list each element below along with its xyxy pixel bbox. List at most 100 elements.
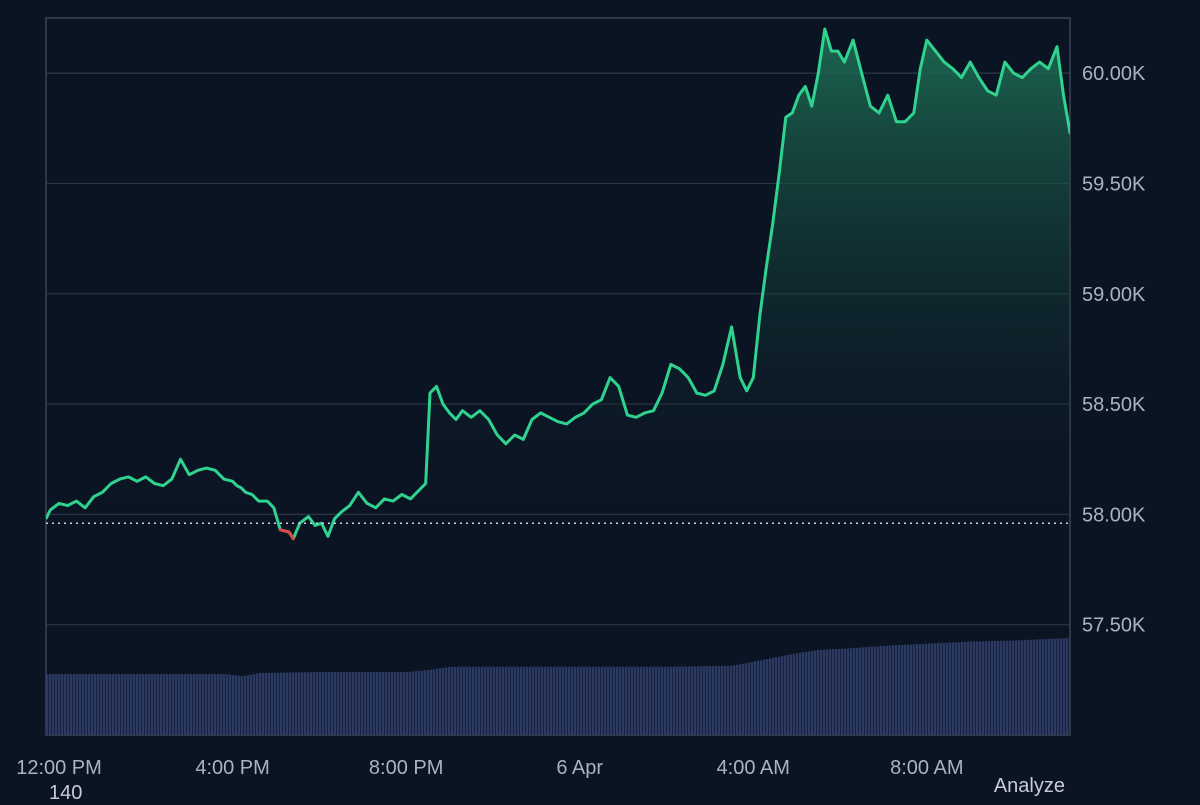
volume-bar-128 (430, 669, 433, 735)
x-tick-label-0: 12:00 PM (16, 757, 102, 779)
volume-bar-268 (850, 648, 853, 735)
volume-bar-311 (979, 641, 982, 735)
volume-bar-328 (1030, 639, 1033, 735)
volume-bar-135 (451, 666, 454, 735)
volume-bar-146 (484, 666, 487, 735)
volume-bar-161 (529, 666, 532, 735)
volume-bar-196 (634, 666, 637, 735)
volume-bar-49 (193, 674, 196, 735)
volume-bar-327 (1027, 639, 1030, 735)
volume-bar-280 (886, 645, 889, 735)
volume-bar-231 (739, 664, 742, 735)
volume-bar-250 (796, 653, 799, 735)
volume-bar-90 (316, 672, 319, 735)
volume-bar-51 (199, 674, 202, 735)
volume-bar-305 (961, 641, 964, 735)
volume-bar-71 (259, 673, 262, 735)
volume-bar-122 (412, 671, 415, 735)
volume-bar-101 (349, 672, 352, 735)
volume-bar-116 (394, 672, 397, 735)
volume-bar-226 (724, 665, 727, 735)
volume-bar-89 (313, 672, 316, 735)
volume-bar-4 (58, 674, 61, 735)
volume-bar-254 (808, 651, 811, 735)
volume-bar-224 (718, 665, 721, 735)
volume-bar-174 (568, 666, 571, 735)
volume-bar-143 (475, 666, 478, 735)
volume-bar-303 (955, 642, 958, 735)
volume-bar-191 (619, 666, 622, 735)
volume-bar-11 (79, 674, 82, 735)
volume-bar-20 (106, 674, 109, 735)
volume-bar-158 (520, 666, 523, 735)
volume-bar-321 (1009, 640, 1012, 735)
volume-bar-19 (103, 674, 106, 735)
volume-bar-153 (505, 666, 508, 735)
volume-bar-67 (247, 675, 250, 735)
volume-bar-215 (691, 666, 694, 735)
volume-bar-272 (862, 647, 865, 735)
volume-bar-130 (436, 668, 439, 735)
volume-bar-123 (415, 671, 418, 735)
volume-bar-245 (781, 656, 784, 735)
volume-bar-329 (1033, 639, 1036, 735)
volume-bar-65 (241, 676, 244, 735)
volume-bar-233 (745, 663, 748, 735)
volume-bar-274 (868, 646, 871, 735)
volume-bar-24 (118, 674, 121, 735)
x-tick-label-3: 6 Apr (556, 757, 603, 779)
volume-bar-36 (154, 674, 157, 735)
volume-bar-318 (1000, 640, 1003, 735)
volume-bar-234 (748, 662, 751, 735)
volume-bar-134 (448, 666, 451, 735)
volume-bar-298 (940, 643, 943, 735)
volume-bar-316 (994, 640, 997, 735)
x-tick-label-4: 4:00 AM (717, 757, 790, 779)
volume-bar-115 (391, 672, 394, 735)
volume-bar-267 (847, 648, 850, 735)
analyze-link[interactable]: Analyze (993, 775, 1065, 797)
volume-bar-127 (427, 669, 430, 735)
volume-bar-6 (64, 674, 67, 735)
volume-bar-157 (517, 666, 520, 735)
volume-bar-167 (547, 666, 550, 735)
volume-bar-133 (445, 667, 448, 735)
volume-bar-57 (217, 674, 220, 735)
volume-bar-279 (883, 645, 886, 735)
volume-bar-179 (583, 666, 586, 735)
volume-bar-147 (487, 666, 490, 735)
volume-bar-39 (163, 674, 166, 735)
volume-bar-61 (229, 674, 232, 735)
volume-bar-243 (775, 657, 778, 735)
volume-bar-282 (892, 645, 895, 735)
volume-bar-18 (100, 674, 103, 735)
volume-bar-99 (343, 672, 346, 735)
volume-bar-156 (514, 666, 517, 735)
volume-bar-138 (460, 666, 463, 735)
volume-bar-107 (367, 672, 370, 735)
volume-bar-9 (73, 674, 76, 735)
price-series-line (46, 27, 1070, 541)
price-area (46, 29, 1070, 539)
volume-bar-44 (178, 674, 181, 735)
volume-bar-269 (853, 647, 856, 735)
volume-bar-221 (709, 666, 712, 735)
volume-bar-263 (835, 649, 838, 735)
volume-bar-132 (442, 667, 445, 735)
volume-bar-195 (631, 666, 634, 735)
volume-bar-337 (1057, 638, 1060, 735)
volume-bar-331 (1039, 639, 1042, 735)
volume-bar-292 (922, 643, 925, 735)
volume-bar-12 (82, 674, 85, 735)
volume-bar-276 (874, 646, 877, 735)
volume-bar-181 (589, 666, 592, 735)
volume-bar-114 (388, 672, 391, 735)
volume-bar-72 (262, 672, 265, 735)
volume-bar-14 (88, 674, 91, 735)
volume-bar-159 (523, 666, 526, 735)
volume-bar-209 (673, 666, 676, 735)
volume-bar-200 (646, 666, 649, 735)
volume-bar-322 (1012, 640, 1015, 735)
volume-bar-27 (127, 674, 130, 735)
